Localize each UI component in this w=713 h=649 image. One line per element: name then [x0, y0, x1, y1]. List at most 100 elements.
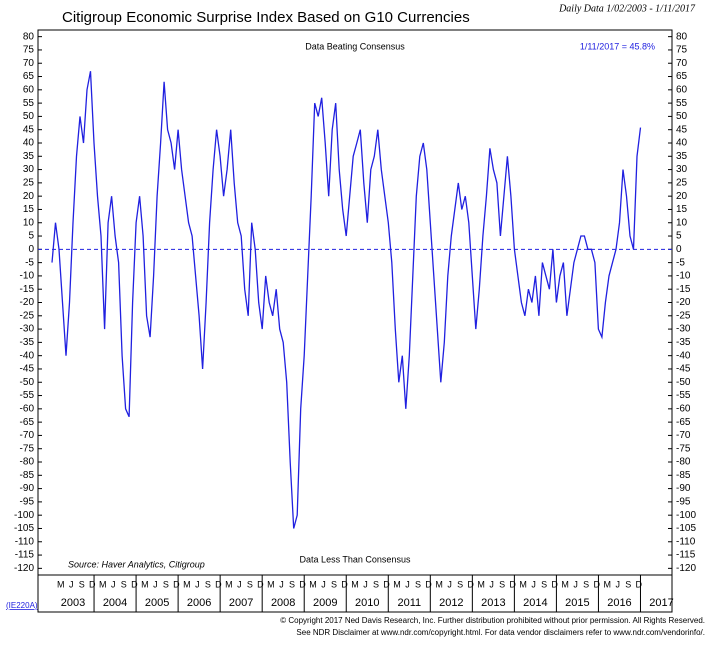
month-label: D: [635, 579, 642, 589]
y2-tick-label: 30: [676, 164, 688, 175]
month-label: J: [489, 579, 494, 589]
x-tick-label: 2007: [229, 597, 253, 609]
y-tick-label: 80: [23, 31, 35, 42]
y2-tick-label: -5: [676, 257, 685, 268]
y-tick-label: -95: [20, 497, 35, 508]
y-tick-label: 0: [28, 244, 34, 255]
y2-tick-label: 80: [676, 31, 688, 42]
y-tick-label: 40: [23, 138, 35, 149]
y-tick-label: -105: [14, 523, 34, 534]
y2-tick-label: 45: [676, 124, 688, 135]
x-tick-label: 2006: [187, 597, 211, 609]
month-label: M: [435, 579, 443, 589]
y2-tick-label: -60: [676, 403, 691, 414]
y2-tick-label: -115: [676, 550, 696, 561]
x-tick-label: 2005: [145, 597, 169, 609]
y-tick-label: 65: [23, 71, 35, 82]
month-label: M: [561, 579, 569, 589]
x-tick-label: 2013: [481, 597, 505, 609]
month-label: S: [79, 579, 85, 589]
month-label: J: [237, 579, 242, 589]
month-label: J: [69, 579, 74, 589]
month-label: S: [625, 579, 631, 589]
y2-tick-label: -50: [676, 377, 691, 388]
y-tick-label: -25: [20, 310, 35, 321]
annotation: Data Less Than Consensus: [300, 554, 411, 564]
month-label: D: [467, 579, 474, 589]
y2-tick-label: 75: [676, 45, 688, 56]
month-label: S: [205, 579, 211, 589]
month-label: J: [111, 579, 116, 589]
x-tick-label: 2008: [271, 597, 295, 609]
x-tick-label: 2004: [103, 597, 127, 609]
x-tick-label: 2017: [649, 597, 673, 609]
y-tick-label: 70: [23, 58, 35, 69]
y2-tick-label: 15: [676, 204, 688, 215]
y-tick-label: -45: [20, 364, 35, 375]
y-tick-label: -70: [20, 430, 35, 441]
month-label: D: [425, 579, 432, 589]
y-tick-label: 30: [23, 164, 35, 175]
x-tick-label: 2012: [439, 597, 463, 609]
y2-tick-label: -105: [676, 523, 696, 534]
month-label: D: [131, 579, 138, 589]
month-label: J: [321, 579, 326, 589]
month-label: M: [99, 579, 107, 589]
month-label: S: [373, 579, 379, 589]
month-label: D: [383, 579, 390, 589]
month-label: D: [551, 579, 558, 589]
month-label: M: [519, 579, 527, 589]
y-tick-label: -75: [20, 443, 35, 454]
month-label: M: [141, 579, 149, 589]
y2-tick-label: 10: [676, 217, 688, 228]
y2-tick-label: 25: [676, 178, 688, 189]
x-tick-label: 2009: [313, 597, 337, 609]
month-label: M: [351, 579, 359, 589]
month-label: S: [541, 579, 547, 589]
month-label: S: [457, 579, 463, 589]
y2-tick-label: -75: [676, 443, 691, 454]
y-tick-label: 45: [23, 124, 35, 135]
y2-tick-label: 55: [676, 98, 688, 109]
y2-tick-label: 35: [676, 151, 688, 162]
y-tick-label: 25: [23, 178, 35, 189]
x-tick-label: 2016: [607, 597, 631, 609]
month-label: M: [225, 579, 233, 589]
annotation: 1/11/2017 = 45.8%: [580, 41, 655, 51]
month-label: J: [447, 579, 452, 589]
y-tick-label: 35: [23, 151, 35, 162]
y-tick-label: -5: [25, 257, 34, 268]
y2-tick-label: 60: [676, 84, 688, 95]
y-tick-label: 60: [23, 84, 35, 95]
x-tick-label: 2010: [355, 597, 379, 609]
source: Source: Haver Analytics, Citigroup: [68, 559, 205, 569]
y-tick-label: -10: [20, 271, 35, 282]
month-label: S: [415, 579, 421, 589]
month-label: J: [573, 579, 578, 589]
month-label: D: [299, 579, 306, 589]
month-label: D: [341, 579, 348, 589]
copyright: See NDR Disclaimer at www.ndr.com/copyri…: [296, 628, 705, 637]
y2-tick-label: 50: [676, 111, 688, 122]
y2-tick-label: -120: [676, 563, 696, 574]
month-label: J: [531, 579, 536, 589]
y2-tick-label: -25: [676, 310, 691, 321]
y2-tick-label: -30: [676, 324, 691, 335]
y2-tick-label: -40: [676, 350, 691, 361]
month-label: D: [89, 579, 96, 589]
x-tick-label: 2011: [397, 597, 421, 609]
annotation: Data Beating Consensus: [305, 41, 405, 51]
chart-code: (IE220A): [6, 601, 38, 610]
y2-tick-label: -100: [676, 510, 696, 521]
month-label: D: [173, 579, 180, 589]
y-tick-label: 10: [23, 217, 35, 228]
month-label: J: [279, 579, 284, 589]
y-tick-label: 50: [23, 111, 35, 122]
y2-tick-label: -85: [676, 470, 691, 481]
x-tick-label: 2003: [61, 597, 85, 609]
month-label: S: [289, 579, 295, 589]
y-tick-label: -50: [20, 377, 35, 388]
month-label: M: [57, 579, 65, 589]
y-tick-label: -30: [20, 324, 35, 335]
